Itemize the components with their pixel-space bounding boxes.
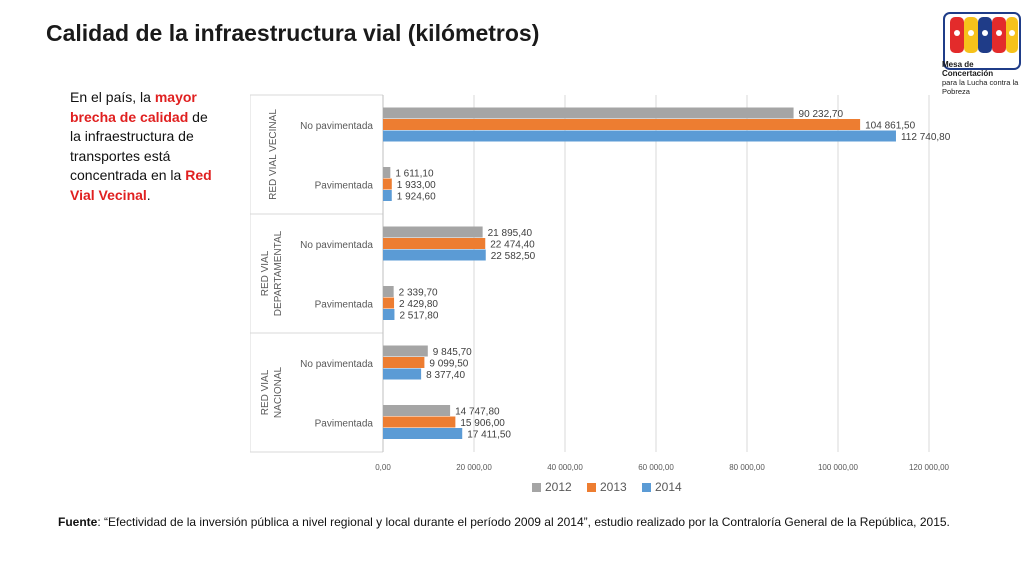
data-label: 1 924,60	[397, 192, 436, 203]
bar-2013	[383, 119, 861, 130]
logo-line-2: para la Lucha contra la Pobreza	[942, 78, 1019, 96]
side-note-part-2: de la infraestructura de transportes est…	[70, 108, 208, 184]
category-label: No pavimentada	[300, 121, 373, 132]
category-label: Pavimentada	[315, 180, 374, 191]
page-title: Calidad de la infraestructura vial (kiló…	[46, 20, 540, 46]
data-label: 22 474,40	[490, 240, 535, 251]
legend-label: 2013	[600, 480, 627, 494]
data-label: 104 861,50	[865, 121, 915, 132]
group-label-line: RED VIAL	[260, 250, 271, 296]
x-tick-label: 40 000,00	[547, 463, 583, 472]
data-label: 22 582,50	[491, 251, 536, 262]
x-tick-label: 80 000,00	[729, 463, 765, 472]
category-label: Pavimentada	[315, 418, 374, 429]
data-label: 2 339,70	[399, 288, 438, 299]
bar-2012	[383, 286, 394, 297]
group-label: RED VIAL NACIONAL	[260, 367, 284, 419]
source-label: Fuente	[58, 515, 98, 529]
bar-2013	[383, 357, 425, 368]
data-label: 9 099,50	[429, 359, 468, 370]
bar-2014	[383, 249, 486, 261]
side-note-highlight-1: mayor brecha de calidad	[70, 89, 197, 125]
data-label: 2 429,80	[399, 299, 438, 310]
group-label-line: DEPARTAMENTAL	[273, 230, 284, 316]
data-label: 1 933,00	[397, 180, 436, 191]
side-note: En el país, la mayor brecha de calidad d…	[70, 88, 215, 205]
side-note-highlight-2: Red Vial Vecinal	[70, 167, 212, 203]
bar-2013	[383, 297, 395, 309]
x-tick-label: 120 000,00	[909, 463, 950, 472]
x-tick-label: 60 000,00	[638, 463, 674, 472]
category-label: No pavimentada	[300, 359, 373, 370]
legend-swatch-2013	[587, 483, 596, 492]
bar-2013	[383, 238, 486, 249]
bar-2012	[383, 107, 794, 119]
source-text: : “Efectividad de la inversión pública a…	[97, 515, 950, 529]
source-note: Fuente: “Efectividad de la inversión púb…	[58, 515, 988, 530]
group-label-line: NACIONAL	[273, 367, 284, 419]
bar-chart: 0,00 20 000,00 40 000,00 60 000,00 80 000,00…	[250, 94, 951, 494]
logo-image	[943, 12, 1021, 70]
legend-swatch-2012	[532, 483, 541, 492]
side-note-part-1: En el país, la	[70, 89, 155, 105]
legend-swatch-2014	[642, 483, 651, 492]
data-label: 21 895,40	[488, 228, 533, 239]
bar-2014	[383, 190, 392, 201]
group-label-line: RED VIAL	[260, 369, 271, 415]
bar-2012	[383, 226, 483, 238]
data-label: 1 611,10	[395, 169, 434, 180]
bar-2014	[383, 428, 463, 439]
data-label: 17 411,50	[467, 430, 511, 441]
bar-2012	[383, 167, 391, 178]
bar-2013	[383, 416, 456, 428]
data-label: 2 517,80	[399, 311, 438, 322]
x-tick-label: 100 000,00	[818, 463, 859, 472]
category-label: No pavimentada	[300, 240, 373, 251]
data-label: 8 377,40	[426, 370, 465, 381]
x-tick-label: 0,00	[375, 463, 391, 472]
side-note-part-3: .	[146, 186, 151, 203]
bar-2014	[383, 130, 896, 142]
data-label: 9 845,70	[433, 347, 472, 358]
legend-label: 2014	[655, 480, 682, 494]
legend-label: 2012	[545, 480, 572, 494]
bar-2012	[383, 345, 428, 357]
data-label: 15 906,00	[460, 418, 505, 429]
bar-2012	[383, 405, 451, 416]
category-label: Pavimentada	[315, 299, 374, 310]
group-label: RED VIAL VECINAL	[268, 109, 279, 200]
bar-2013	[383, 178, 392, 190]
group-label-line: RED VIAL VECINAL	[268, 109, 279, 200]
x-tick-label: 20 000,00	[456, 463, 492, 472]
bar-2014	[383, 368, 422, 380]
data-label: 14 747,80	[455, 407, 500, 418]
group-label: RED VIAL DEPARTAMENTAL	[260, 230, 284, 316]
bar-2014	[383, 309, 395, 320]
logo-caption: Mesa de Concertación para la Lucha contr…	[942, 60, 1024, 96]
data-label: 112 740,80	[901, 132, 951, 143]
data-label: 90 232,70	[799, 109, 844, 120]
logo-line-1: Mesa de Concertación	[942, 60, 994, 78]
